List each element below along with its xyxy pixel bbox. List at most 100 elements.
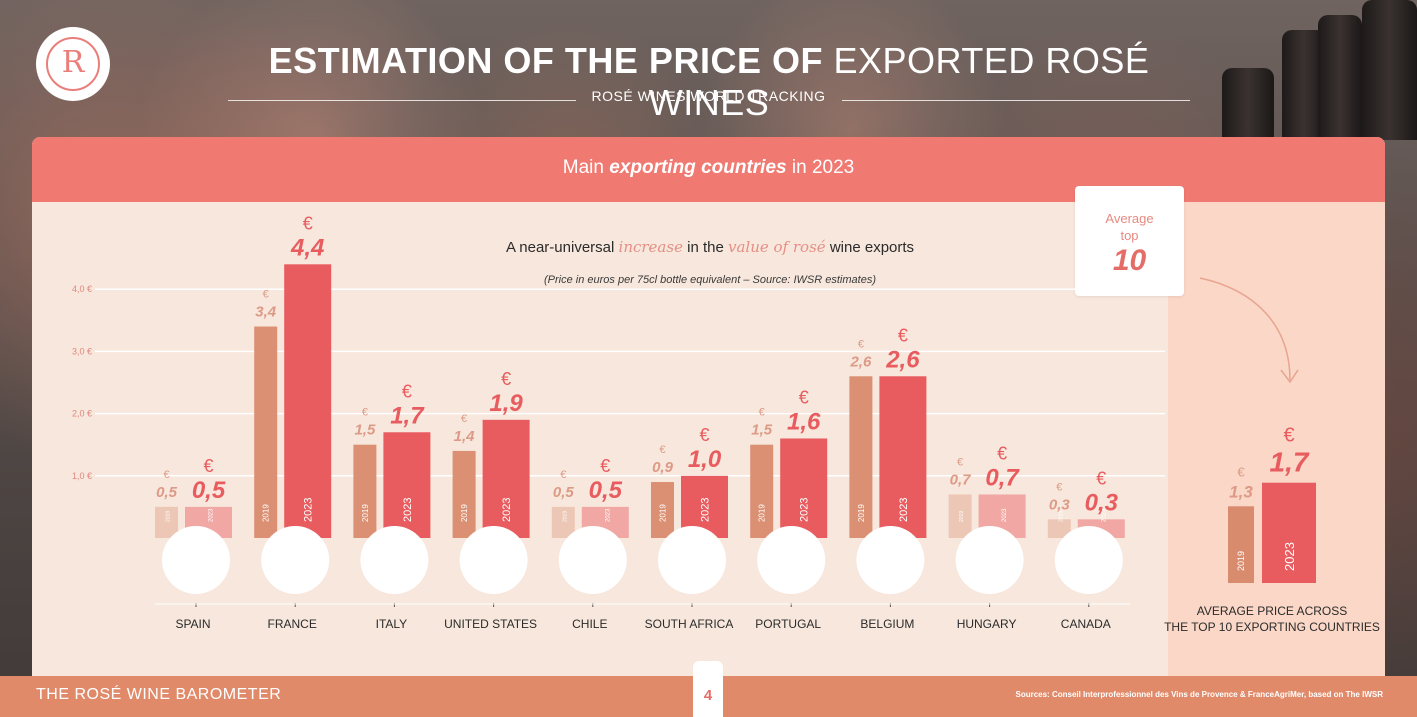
currency-label: € (560, 469, 566, 481)
bar-year-label: 2019 (361, 504, 370, 522)
bar-year-label: 2019 (1058, 511, 1064, 522)
currency-label: € (461, 413, 467, 425)
average-bar-2023 (1262, 482, 1316, 583)
bar-year-label: 2019 (562, 511, 568, 522)
value-label-2023: 0,5 (192, 477, 226, 504)
page-title: ESTIMATION OF THE PRICE OF EXPORTED ROSÉ… (226, 40, 1192, 124)
value-label-2019: 0,5 (553, 484, 575, 501)
bar-year-label: 2019 (959, 511, 965, 522)
value-label-2019: 2,6 (849, 353, 872, 370)
bar-2019 (452, 450, 476, 538)
chart-note: (Price in euros per 75cl bottle equivale… (544, 274, 876, 286)
x-tick-label: SPAIN (175, 617, 210, 631)
value-label-2019: 0,5 (156, 484, 178, 501)
flag-ring (658, 526, 726, 594)
value-label-2023: 4,4 (290, 234, 324, 261)
x-tick-label: PORTUGAL (755, 617, 821, 631)
bar-year-label: 2019 (1236, 551, 1246, 571)
currency-label: € (858, 338, 864, 350)
bar-2019 (948, 494, 972, 538)
logo-ring (46, 37, 100, 91)
chart-subtitle-highlight: increase (618, 238, 683, 256)
currency-label: € (898, 325, 908, 345)
badge-label: Average top (1075, 210, 1184, 244)
title-light: EXPORTED ROSÉ WINES (648, 40, 1150, 123)
average-value-2019: 1,3 (1229, 482, 1253, 501)
chart-subtitle-post: wine exports (829, 239, 915, 256)
currency-label: € (1237, 464, 1245, 479)
currency-label: € (659, 444, 665, 456)
currency-label: € (362, 407, 368, 419)
bar-2023 (284, 264, 332, 538)
bar-2019 (353, 444, 377, 538)
currency-label: € (501, 369, 511, 389)
x-tick-label: SOUTH AFRICA (645, 617, 734, 631)
value-label-2023: 0,5 (589, 477, 623, 504)
bar-2019 (254, 326, 278, 538)
currency-label: € (1096, 468, 1106, 488)
value-label-2023: 1,9 (489, 390, 523, 417)
bar-year-label: 2019 (166, 511, 172, 522)
bar-year-label: 2023 (700, 498, 712, 522)
flag-ring (459, 526, 528, 594)
currency-label: € (203, 456, 213, 476)
logo: R (36, 27, 110, 101)
currency-label: € (600, 456, 610, 476)
value-label-2023: 0,3 (1085, 489, 1119, 516)
bar-2019 (651, 482, 674, 538)
value-label-2023: 1,7 (390, 402, 425, 429)
panel-heading: Main exporting countries in 2023 (32, 157, 1385, 179)
bar-year-label: 2019 (659, 504, 668, 522)
bar-year-label: 2023 (605, 508, 611, 522)
title-bold: ESTIMATION OF THE PRICE OF (268, 40, 823, 81)
bottle-image (1222, 68, 1274, 148)
bar-year-label: 2023 (501, 498, 513, 522)
title-rule-right (842, 100, 1190, 101)
bar-year-label: 2019 (460, 504, 469, 522)
logo-letter: R (61, 45, 85, 80)
curved-arrow-icon (1199, 277, 1299, 384)
value-label-2019: 3,4 (255, 304, 277, 321)
average-value-2023: 1,7 (1270, 447, 1310, 478)
value-label-2019: 1,5 (751, 422, 773, 439)
currency-label: € (997, 443, 1007, 463)
flag-ring (1054, 526, 1123, 594)
footer-sources: Sources: Conseil Interprofessionnel des … (1015, 690, 1383, 699)
bar-2023 (780, 438, 828, 538)
page-tab (693, 661, 723, 717)
x-tick-label: ITALY (376, 617, 408, 631)
flag-ring (558, 526, 627, 594)
flag-ring (856, 526, 925, 594)
value-label-2023: 1,6 (787, 408, 821, 435)
chart-subtitle-pre: A near-universal (505, 239, 615, 256)
average-label-line-2: THE TOP 10 EXPORTING COUNTRIES (1164, 620, 1380, 634)
average-side-panel (1168, 202, 1385, 677)
bar-2019 (750, 444, 774, 538)
currency-label: € (1283, 425, 1294, 447)
y-tick-label: 1,0 € (72, 471, 92, 481)
currency-label: € (402, 381, 412, 401)
bar-year-label: 2023 (402, 498, 414, 522)
bottle-image (1318, 15, 1362, 140)
flag-ring (162, 526, 230, 594)
bar-2023 (482, 419, 530, 538)
currency-label: € (1056, 481, 1062, 493)
value-label-2019: 1,4 (454, 428, 476, 445)
bar-year-label: 2019 (758, 504, 767, 522)
bar-2023 (383, 432, 431, 538)
flag-ring (261, 526, 330, 594)
currency-label: € (263, 289, 269, 301)
footer-title: THE ROSÉ WINE BAROMETER (36, 686, 282, 703)
value-label-2019: 0,7 (950, 471, 972, 488)
bar-year-label: 2019 (262, 504, 271, 522)
flag-ring (955, 526, 1024, 594)
chart-subtitle: A near-universal increase in the value o… (480, 238, 940, 256)
currency-label: € (699, 425, 709, 445)
heading-em: exporting countries (609, 157, 787, 178)
heading-pre: Main (562, 157, 604, 178)
bar-year-label: 2023 (799, 498, 811, 522)
bar-year-label: 2023 (303, 498, 315, 522)
badge-number: 10 (1112, 244, 1147, 277)
value-label-2023: 1,0 (688, 446, 722, 473)
